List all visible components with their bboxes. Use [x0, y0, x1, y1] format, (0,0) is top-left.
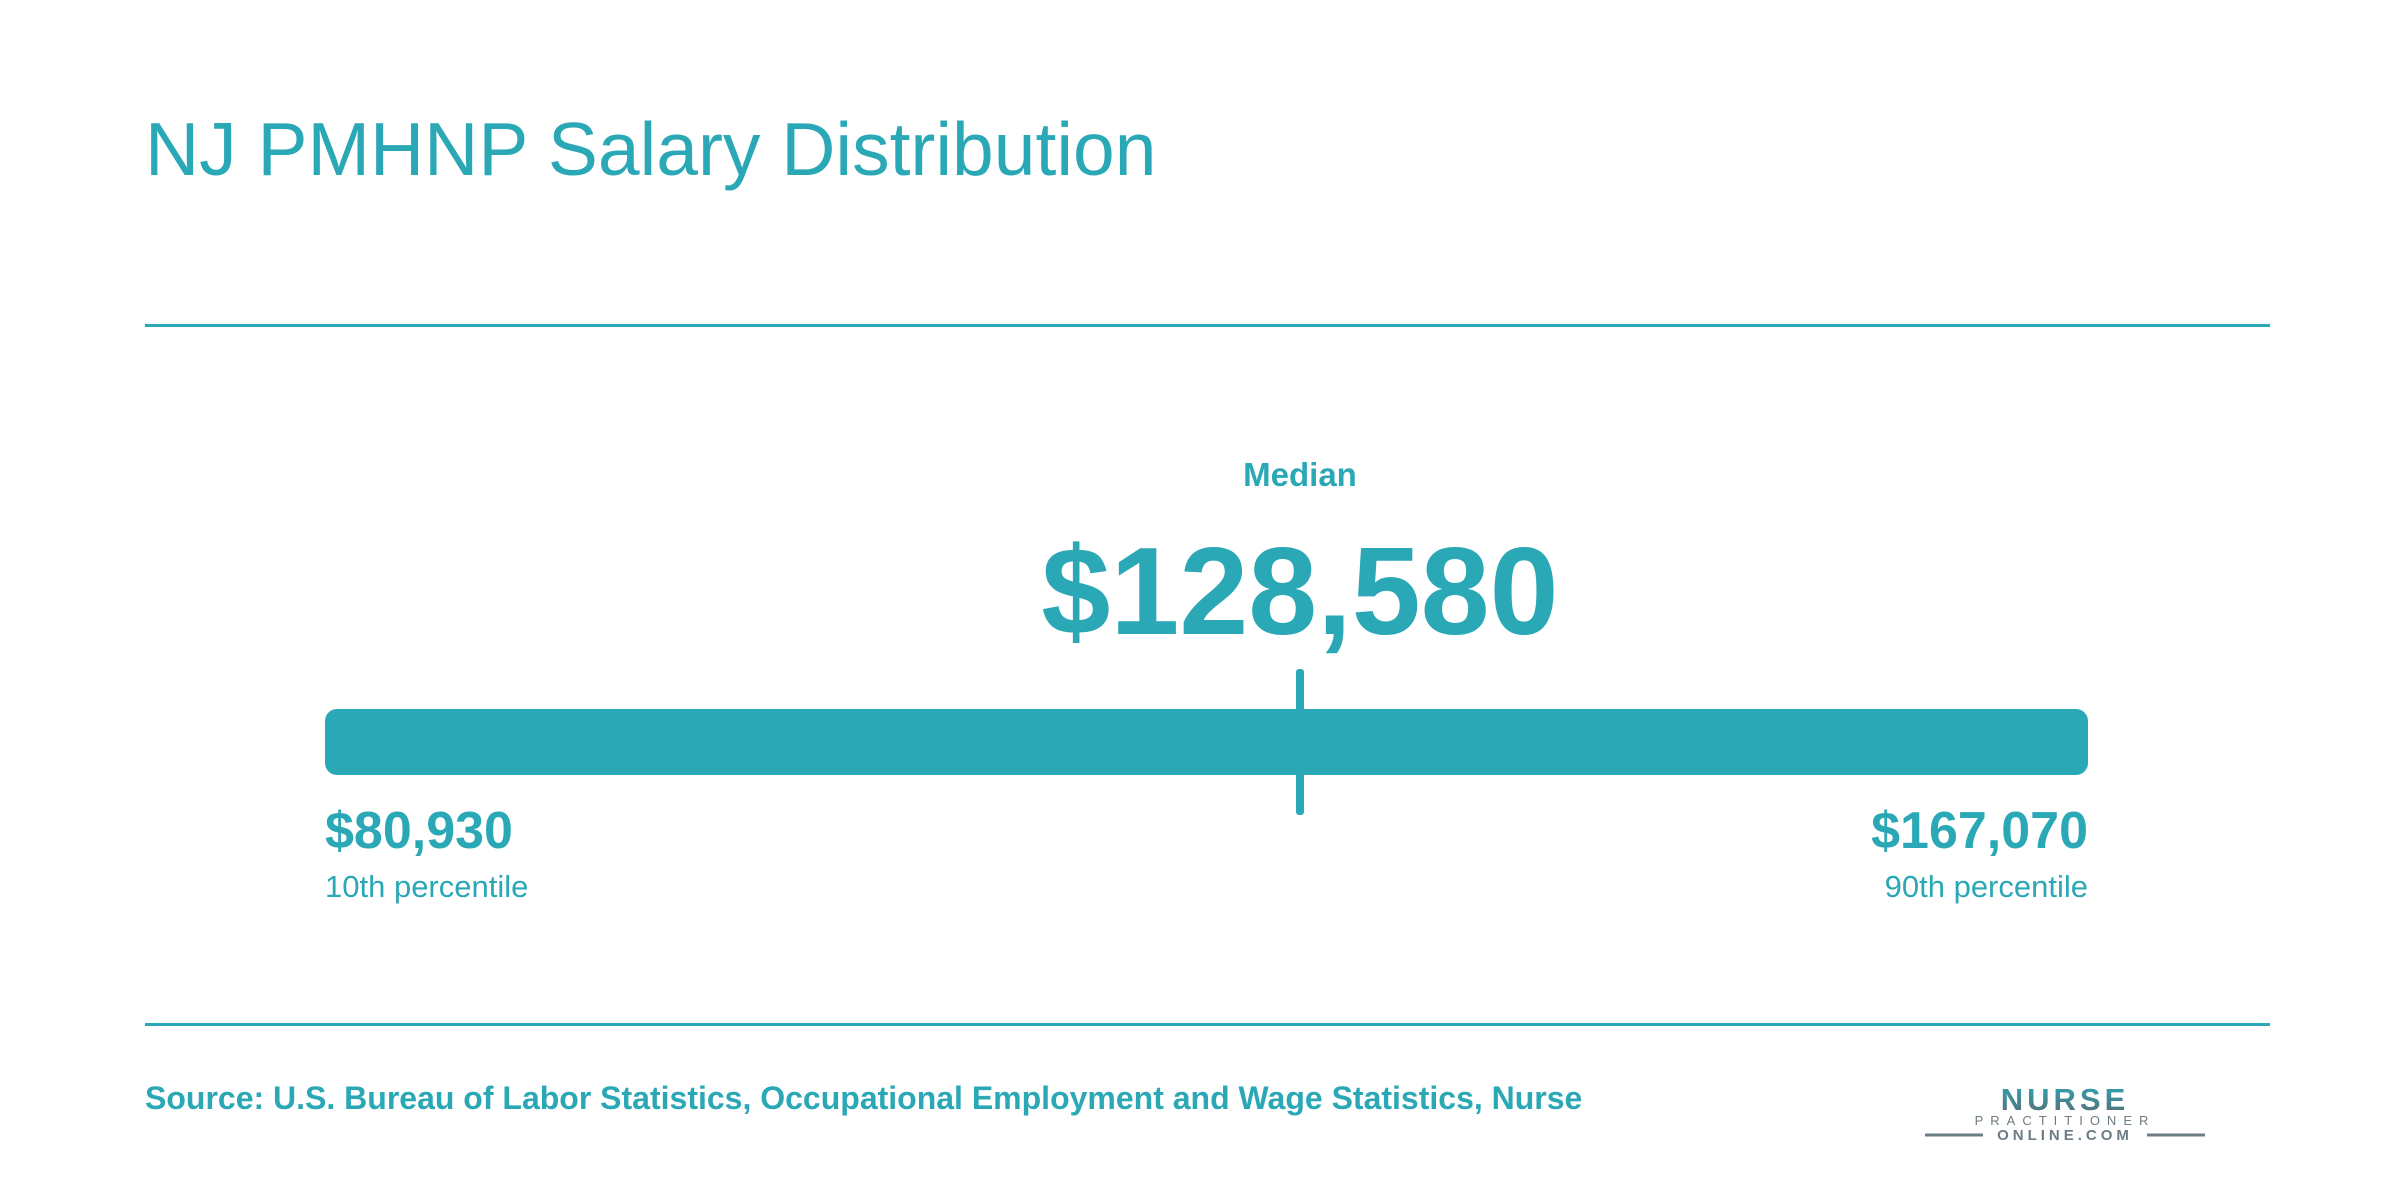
logo-line-2: PRACTITIONER [1975, 1113, 2156, 1128]
bottom-divider [145, 1023, 2270, 1026]
max-value: $167,070 [1871, 802, 2088, 860]
min-label: 10th percentile [325, 869, 529, 904]
logo-line-1: NURSE [2001, 1083, 2130, 1117]
median-marker [1296, 669, 1305, 815]
source-note: Source: U.S. Bureau of Labor Statistics,… [145, 1080, 1583, 1116]
chart-title: NJ PMHNP Salary Distribution [145, 107, 1157, 191]
salary-range-bar [325, 709, 2088, 775]
nurse-practitioner-online-logo: NURSE PRACTITIONER ONLINE.COM [1925, 1083, 2205, 1141]
logo-line-3: ONLINE.COM [1997, 1127, 2133, 1141]
min-value: $80,930 [325, 802, 513, 860]
median-value: $128,580 [1041, 523, 1559, 661]
median-label: Median [1243, 456, 1357, 493]
top-divider [145, 324, 2270, 327]
max-label: 90th percentile [1884, 869, 2088, 904]
